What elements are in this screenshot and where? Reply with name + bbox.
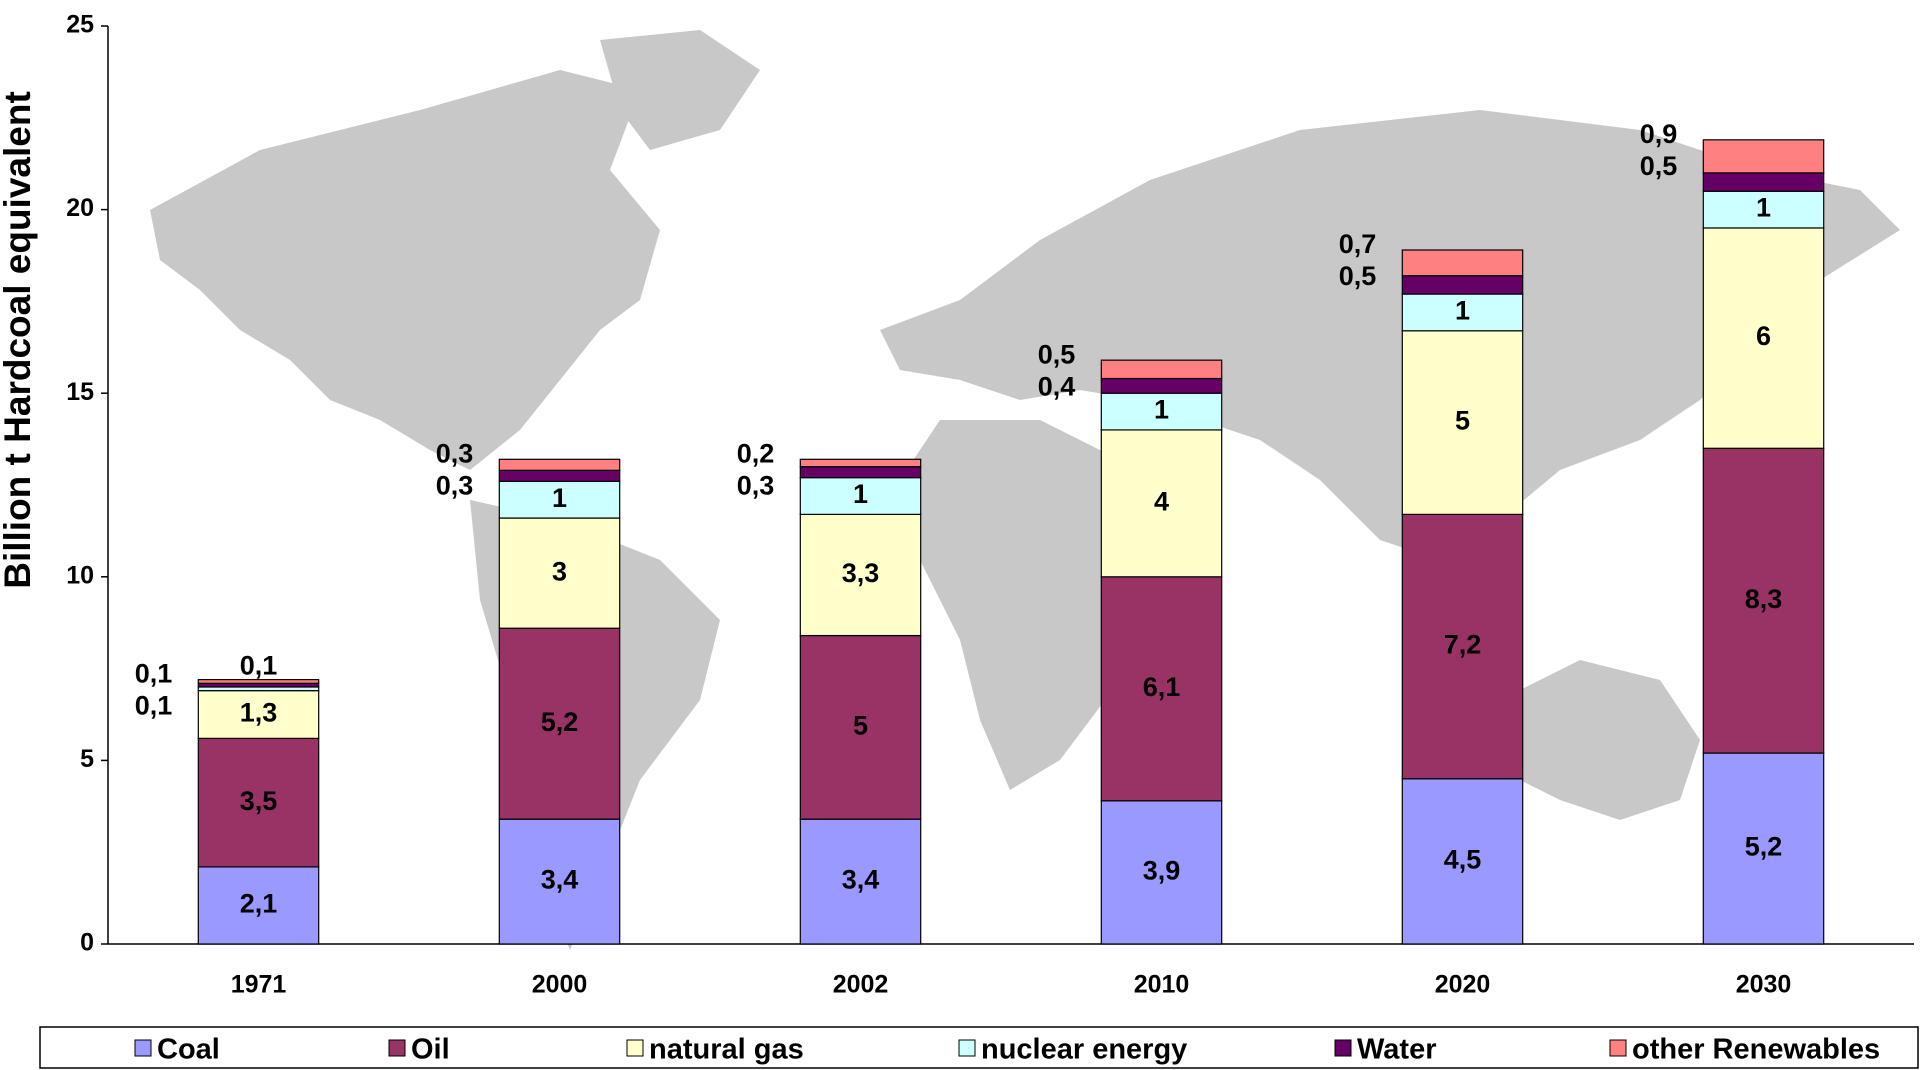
bar-segment (197, 690, 320, 739)
bar-segment (1100, 576, 1223, 802)
legend-label: nuclear energy (981, 1034, 1187, 1066)
bar-segment (1100, 392, 1223, 431)
data-label: 5,2 (541, 707, 579, 737)
legend-label: Water (1357, 1034, 1437, 1066)
legend-swatch (1334, 1039, 1352, 1057)
data-label: 1 (1756, 193, 1771, 223)
bar-segment (1401, 249, 1524, 277)
data-label: 0,5 (1339, 261, 1377, 291)
bar-segment (498, 517, 621, 629)
data-label: 0,3 (436, 470, 474, 500)
data-label: 0,3 (436, 438, 474, 468)
bar-segment (1100, 359, 1223, 380)
data-label: 1 (853, 479, 868, 509)
legend-label: Coal (157, 1034, 220, 1066)
data-label: 3,3 (842, 558, 880, 588)
bar-segment (799, 477, 922, 515)
data-label: 1 (1154, 395, 1169, 425)
data-label: 3 (552, 556, 567, 586)
legend-label: Oil (411, 1034, 450, 1066)
y-tick-label: 5 (80, 745, 94, 773)
bar-segment (1401, 513, 1524, 780)
data-label: 0,1 (135, 659, 173, 689)
data-label: 5,2 (1745, 832, 1783, 862)
data-label: 6,1 (1143, 672, 1181, 702)
y-tick-label: 15 (66, 378, 94, 406)
data-label: 2,1 (240, 889, 278, 919)
data-label: 0,4 (1038, 371, 1076, 401)
data-label: 0,7 (1339, 229, 1377, 259)
x-tick-label: 2020 (1435, 971, 1491, 999)
legend-swatch (388, 1039, 406, 1057)
bar-segment (799, 513, 922, 637)
legend-label: natural gas (649, 1034, 804, 1066)
x-tick-label: 2010 (1134, 971, 1190, 999)
data-label: 4,5 (1444, 845, 1482, 875)
y-tick-label: 25 (66, 11, 94, 39)
bar-segment (1702, 139, 1825, 174)
data-label: 1,3 (240, 698, 278, 728)
world-map-background (150, 30, 1900, 950)
x-tick-label: 2030 (1736, 971, 1792, 999)
y-tick-label: 10 (66, 561, 94, 589)
bar-segment (498, 480, 621, 519)
legend-label: other Renewables (1632, 1034, 1880, 1066)
data-label: 6 (1756, 321, 1771, 351)
legend-swatch (958, 1039, 976, 1057)
bar-segment (197, 679, 320, 684)
data-label: 5 (1455, 406, 1470, 436)
data-label: 3,4 (541, 865, 579, 895)
bar-segment (498, 627, 621, 820)
x-tick-label: 2000 (532, 971, 588, 999)
legend-box (39, 1026, 1919, 1069)
data-label: 0,2 (737, 438, 775, 468)
bar-segment (1702, 190, 1825, 229)
y-axis-title: Billion t Hardcoal equivalent (0, 91, 38, 589)
legend-swatch (134, 1039, 152, 1057)
bar-segment (1401, 330, 1524, 515)
data-label: 0,5 (1640, 151, 1678, 181)
bar-segment (197, 866, 320, 945)
bar-segment (498, 458, 621, 471)
bar-segment (197, 737, 320, 868)
bar-segment (1401, 275, 1524, 295)
bar-segment (799, 458, 922, 468)
bar-segment (498, 818, 621, 945)
data-label: 8,3 (1745, 584, 1783, 614)
data-label: 0,3 (737, 470, 775, 500)
bar-segment (1100, 429, 1223, 578)
data-label: 0,9 (1640, 119, 1678, 149)
bar-segment (799, 634, 922, 820)
data-label: 3,5 (240, 786, 278, 816)
x-tick-label: 1971 (231, 971, 287, 999)
bar-segment (1401, 293, 1524, 332)
bar-segment (1702, 447, 1825, 754)
legend-swatch (626, 1039, 644, 1057)
bar-segment (799, 466, 922, 479)
bar-segment (799, 818, 922, 945)
data-label: 0,1 (135, 691, 173, 721)
data-label: 1 (1455, 296, 1470, 326)
y-tick-label: 20 (66, 194, 94, 222)
bar-segment (1702, 227, 1825, 449)
bar-segment (1100, 800, 1223, 945)
data-label: 0,5 (1038, 339, 1076, 369)
legend-swatch (1609, 1039, 1627, 1057)
data-label: 3,9 (1143, 856, 1181, 886)
bar-segment (1702, 172, 1825, 192)
data-label: 3,4 (842, 865, 880, 895)
data-label: 1 (552, 483, 567, 513)
bar-segment (1702, 752, 1825, 945)
bar-segment (498, 469, 621, 482)
data-label: 5 (853, 710, 868, 740)
data-label: 0,1 (240, 651, 278, 681)
x-tick-label: 2002 (833, 971, 889, 999)
y-tick-label: 0 (80, 929, 94, 957)
bar-segment (1100, 377, 1223, 394)
data-label: 7,2 (1444, 630, 1482, 660)
bar-segment (1401, 778, 1524, 945)
data-label: 4 (1154, 486, 1169, 516)
